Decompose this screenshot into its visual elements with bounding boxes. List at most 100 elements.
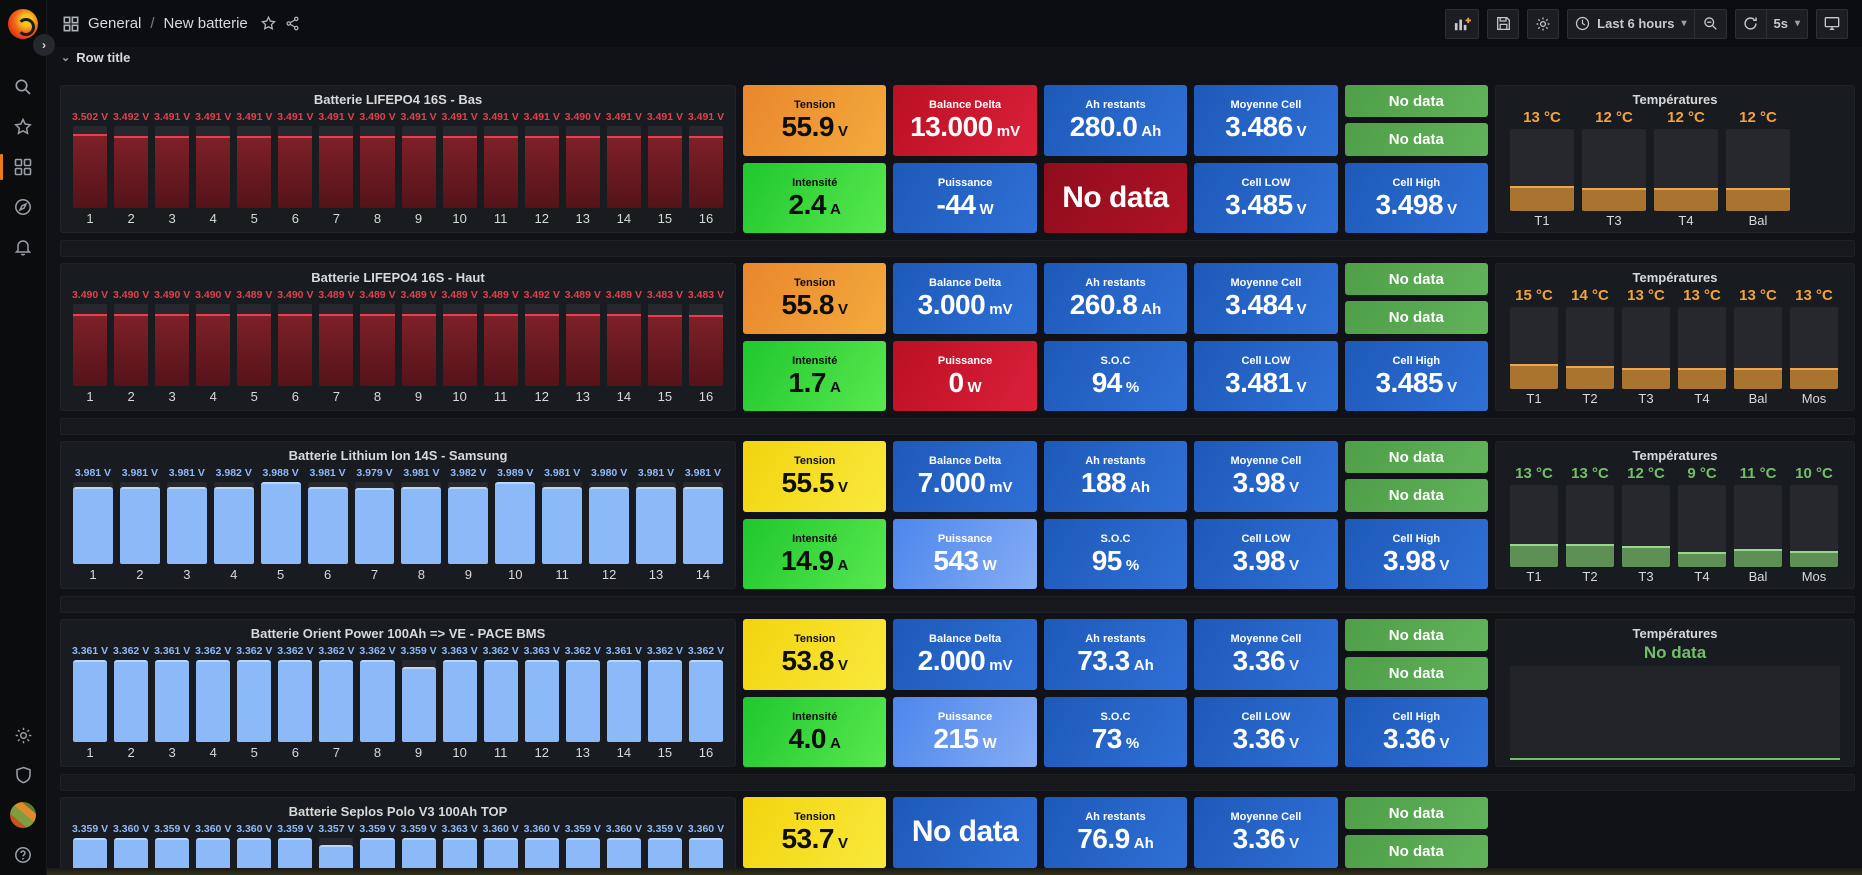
time-range-picker[interactable]: Last 6 hours ▾ [1567, 8, 1695, 39]
admin-shield-icon[interactable] [0, 755, 47, 795]
stat-panel[interactable]: Cell LOW 3.36 V [1194, 696, 1338, 767]
stat-panel[interactable]: Puissance 543 W [893, 518, 1037, 589]
breadcrumb-section[interactable]: General [88, 15, 142, 32]
nodata-panel[interactable]: No data [1344, 85, 1488, 118]
stat-panel[interactable]: Intensité 1.7 A [743, 340, 887, 411]
refresh-button[interactable] [1734, 8, 1767, 39]
stat-panel[interactable]: Moyenne Cell 3.98 V [1194, 441, 1338, 512]
temperature-label: T3 [1638, 569, 1654, 584]
nodata-panel[interactable]: No data [1344, 263, 1488, 296]
temperatures-panel[interactable]: Températures 13 °C T1 12 °C T3 12 °C T4 12 °C B… [1495, 85, 1855, 233]
temperatures-panel[interactable]: Températures 13 °C T1 13 °C T2 12 °C T3 9 °C T4… [1495, 441, 1855, 589]
star-icon[interactable] [260, 16, 276, 31]
stat-panel[interactable]: S.O.C 95% [1043, 518, 1188, 589]
stat-panel[interactable]: Intensité 4.0 A [743, 696, 887, 767]
search-icon[interactable] [0, 67, 47, 107]
stat-panel[interactable]: Ah restants 280.0 Ah [1043, 85, 1188, 156]
cell-voltage-bar [401, 304, 436, 386]
stat-panel[interactable]: Tension 53.8 V [743, 619, 887, 690]
zoom-out-time-button[interactable] [1694, 8, 1727, 39]
stat-panel[interactable]: Moyenne Cell 3.36 V [1194, 619, 1338, 690]
stat-panel[interactable]: Cell LOW 3.481 V [1194, 340, 1338, 411]
stat-panel[interactable]: Ah restants 76.9 Ah [1043, 797, 1188, 868]
stat-panel[interactable]: Intensité 2.4 A [743, 162, 887, 233]
stat-panel[interactable]: Tension 55.8 V [743, 263, 887, 334]
sidebar-item-dashboards[interactable] [0, 147, 47, 187]
stat-panel[interactable]: Cell High 3.98 V [1344, 518, 1488, 589]
cell-voltage-bar [647, 304, 682, 386]
user-avatar[interactable] [0, 795, 47, 835]
dashboard-settings-button[interactable] [1527, 8, 1560, 39]
star-icon[interactable] [0, 107, 47, 147]
stat-panel[interactable]: Tension 55.5 V [743, 441, 887, 512]
sidebar-expand-icon[interactable]: › [33, 34, 55, 56]
cell-voltages-panel[interactable]: Batterie Lithium Ion 14S - Samsung 3.981… [60, 441, 736, 589]
alerting-bell-icon[interactable] [0, 227, 47, 267]
temperature-label: T1 [1526, 569, 1542, 584]
stat-panel[interactable]: S.O.C 73% [1043, 696, 1188, 767]
stat-panel[interactable]: Balance Delta 13.000 mV [893, 85, 1037, 156]
nodata-panel[interactable]: No data [1344, 301, 1488, 334]
stat-panel[interactable]: S.O.C 94% [1043, 340, 1188, 411]
stat-value-row: 543 W [933, 546, 996, 575]
cell-voltage-value: 3.363 V [441, 645, 478, 657]
temperatures-panel[interactable]: Températures No data [1495, 619, 1855, 767]
cell-voltages-panel[interactable]: Batterie LIFEPO4 16S - Bas 3.502 V 1 3.492… [60, 85, 736, 233]
stat-panel[interactable]: Cell High 3.485 V [1344, 340, 1488, 411]
nodata-panel[interactable]: No data [1344, 479, 1488, 512]
add-panel-button[interactable] [1445, 8, 1480, 39]
stat-panel[interactable]: Cell LOW 3.98 V [1194, 518, 1338, 589]
stat-panel[interactable]: Balance Delta 2.000 mV [893, 619, 1037, 690]
stat-panel[interactable]: Balance Delta 3.000 mV [893, 263, 1037, 334]
share-icon[interactable] [285, 16, 300, 31]
cycle-view-mode-button[interactable] [1816, 8, 1848, 39]
help-icon[interactable] [0, 835, 47, 875]
cell-voltage-fill [278, 660, 313, 742]
cell-voltages-panel[interactable]: Batterie Seplos Polo V3 100Ah TOP 3.359 … [60, 797, 736, 875]
grafana-logo[interactable] [8, 9, 38, 39]
stat-panel[interactable]: Moyenne Cell 3.484 V [1194, 263, 1338, 334]
nodata-panel[interactable]: No data [1344, 657, 1488, 690]
stat-label: Puissance [937, 176, 993, 189]
refresh-interval-picker[interactable]: 5s ▾ [1766, 8, 1808, 39]
stat-panel[interactable]: Balance Delta 7.000 mV [893, 441, 1037, 512]
cell-voltage-value: 3.362 V [113, 645, 150, 657]
stat-panel[interactable]: Cell LOW 3.485 V [1194, 162, 1338, 233]
stat-panel[interactable]: Puissance 215 W [893, 696, 1037, 767]
stat-panel[interactable]: Ah restants 73.3 Ah [1043, 619, 1188, 690]
stat-panel[interactable]: Ah restants 260.8 Ah [1043, 263, 1188, 334]
cell-voltages-panel[interactable]: Batterie LIFEPO4 16S - Haut 3.490 V 1 3.49… [60, 263, 736, 411]
nodata-panel[interactable]: No data [1344, 797, 1488, 830]
dashboard-row-toggle[interactable]: ⌄ Row title [61, 50, 130, 65]
cell-voltage-fill [155, 660, 190, 742]
cell-voltage-value: 3.361 V [605, 645, 642, 657]
settings-gear-icon[interactable] [0, 715, 47, 755]
stat-panel[interactable]: Moyenne Cell 3.486 V [1194, 85, 1338, 156]
stat-panel[interactable]: Puissance 0 W [893, 340, 1037, 411]
stat-panel[interactable]: Tension 55.9 V [743, 85, 887, 156]
cell-voltage-bar [565, 304, 600, 386]
nodata-panel[interactable]: No data [1344, 441, 1488, 474]
stat-value: 1.7 [788, 366, 827, 398]
stat-panel[interactable]: No data [1043, 162, 1188, 233]
battery-cell: 3.361 V 3 [154, 645, 190, 760]
stat-panel[interactable]: Tension 53.7 V [743, 797, 887, 868]
nodata-panel[interactable]: No data [1344, 123, 1488, 156]
battery-cell: 3.363 V 12 [524, 645, 560, 760]
cell-voltages-panel[interactable]: Batterie Orient Power 100Ah => VE - PACE… [60, 619, 736, 767]
stat-panel[interactable]: Moyenne Cell 3.36 V [1194, 797, 1338, 868]
cell-index-label: 3 [168, 389, 176, 404]
breadcrumb-page[interactable]: New batterie [163, 15, 248, 32]
save-dashboard-button[interactable] [1487, 8, 1520, 39]
explore-compass-icon[interactable] [0, 187, 47, 227]
stat-panel[interactable]: Intensité 14.9 A [743, 518, 887, 589]
stat-panel[interactable]: No data [893, 797, 1037, 868]
cell-voltage-value: 3.491 V [605, 111, 642, 123]
temperatures-panel[interactable]: Températures 15 °C T1 14 °C T2 13 °C T3 13 °C T… [1495, 263, 1855, 411]
stat-panel[interactable]: Cell High 3.36 V [1344, 696, 1488, 767]
nodata-panel[interactable]: No data [1344, 619, 1488, 652]
nodata-panel[interactable]: No data [1344, 835, 1488, 868]
stat-panel[interactable]: Puissance -44 W [893, 162, 1037, 233]
stat-panel[interactable]: Ah restants 188 Ah [1043, 441, 1188, 512]
stat-panel[interactable]: Cell High 3.498 V [1344, 162, 1488, 233]
